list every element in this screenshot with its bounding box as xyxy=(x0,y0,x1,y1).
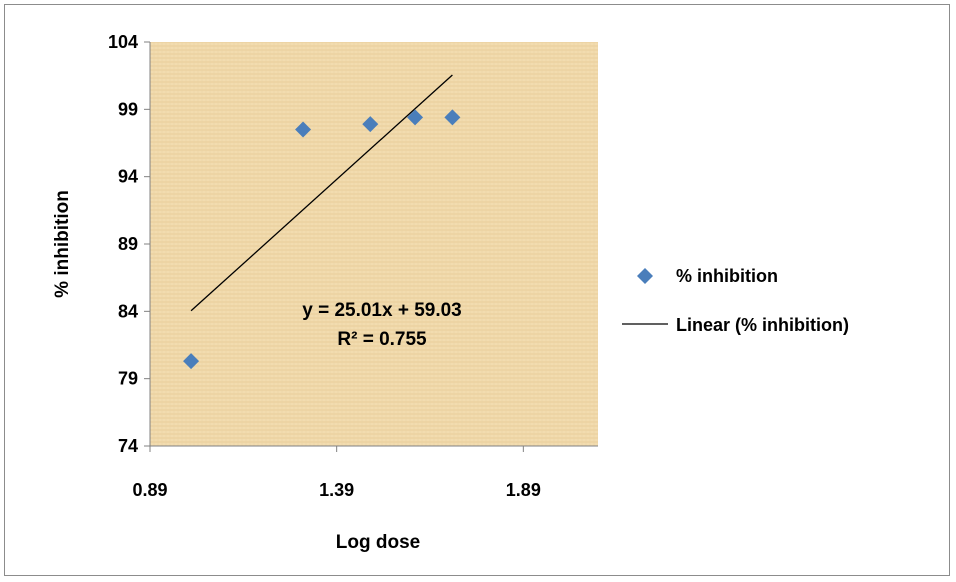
y-tick-label: 94 xyxy=(118,167,138,187)
y-axis-title: % inhibition xyxy=(52,190,73,298)
plot-area xyxy=(150,42,598,446)
legend-diamond-marker xyxy=(637,268,653,284)
legend-series-label: % inhibition xyxy=(676,266,778,286)
x-tick-label: 1.89 xyxy=(506,480,541,500)
data-points xyxy=(183,109,461,370)
y-tick-label: 89 xyxy=(118,234,138,254)
trendline-equation: y = 25.01x + 59.03 xyxy=(302,300,462,321)
data-point xyxy=(362,116,379,133)
legend-trendline-label: Linear (% inhibition) xyxy=(676,315,849,335)
r-squared-label: R² = 0.755 xyxy=(337,329,427,350)
y-tick-label: 104 xyxy=(108,32,138,52)
data-point xyxy=(444,109,461,126)
legend: % inhibition Linear (% inhibition) xyxy=(622,266,849,335)
data-point xyxy=(183,353,200,370)
y-tick-label: 84 xyxy=(118,301,138,321)
data-point xyxy=(295,121,312,138)
x-axis-title: Log dose xyxy=(336,532,420,553)
trendline xyxy=(190,74,453,312)
y-tick-label: 74 xyxy=(118,436,138,456)
x-axis-ticks: 0.89 1.39 1.89 xyxy=(132,446,541,500)
data-point xyxy=(407,109,424,126)
x-tick-label: 1.39 xyxy=(319,480,354,500)
y-tick-label: 99 xyxy=(118,99,138,119)
y-tick-label: 79 xyxy=(118,369,138,389)
x-tick-label: 0.89 xyxy=(132,480,167,500)
y-axis-ticks: 74 79 84 89 94 99 104 xyxy=(108,32,150,456)
